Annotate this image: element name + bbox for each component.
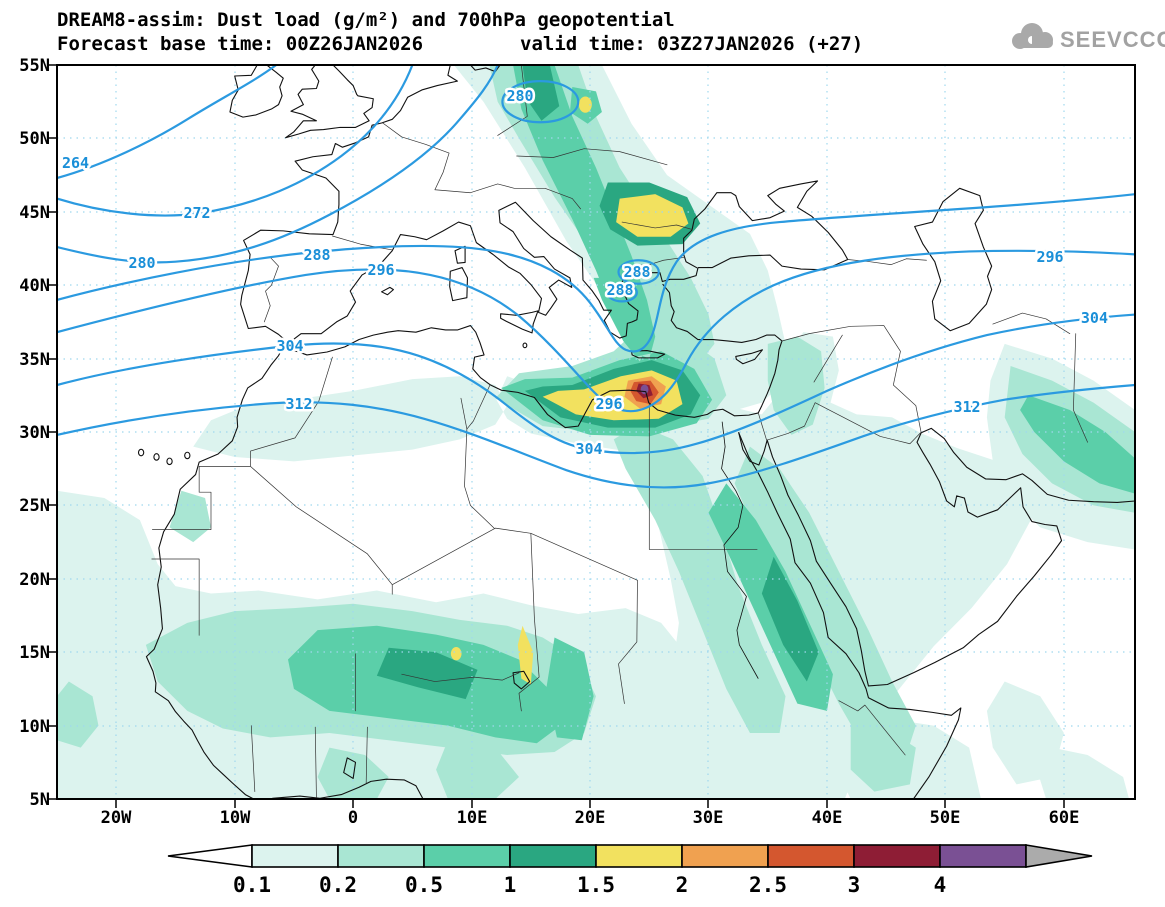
dust-fill-layers	[57, 65, 1135, 799]
lon-tick-label: 20W	[101, 808, 132, 828]
rivers	[722, 422, 759, 679]
colorbar-segment	[853, 844, 941, 868]
dust-fill-4	[640, 384, 649, 395]
lon-tick-label: 40E	[812, 808, 843, 828]
lat-tick-label: 40N	[19, 276, 50, 296]
lat-tick-label: 15N	[19, 643, 50, 663]
colorbar-label: 0.5	[405, 873, 443, 897]
lat-tick-label: 20N	[19, 570, 50, 590]
dust-fill-1p5	[450, 96, 689, 685]
colorbar-segment	[595, 844, 683, 868]
lon-tick-label: 30E	[693, 808, 724, 828]
colorbar-labels: 0.1 0.2 0.5 1 1.5 2 2.5 3 4	[233, 873, 946, 897]
chart-title: DREAM8-assim: Dust load (g/m²) and 700hP…	[57, 9, 675, 31]
colorbar-label: 1	[504, 873, 517, 897]
longitude-axis: 20W 10W 0 10E 20E 30E 40E 50E 60E	[101, 808, 1080, 828]
geopotential-label: 264	[62, 154, 89, 172]
map-canvas: 264 272 280 288 296 280 288 288 296 304 …	[57, 65, 1135, 799]
geopotential-label: 280	[128, 254, 155, 272]
dust-fill-1	[376, 65, 819, 700]
colorbar-label: 4	[934, 873, 947, 897]
geopotential-label: 304	[1081, 309, 1108, 327]
colorbar-label: 0.2	[319, 873, 357, 897]
lat-tick-label: 35N	[19, 350, 50, 370]
lat-tick-label: 50N	[19, 129, 50, 149]
lat-tick-label: 55N	[19, 56, 50, 76]
colorbar-under-arrow	[167, 844, 253, 868]
colorbar-segment	[337, 844, 425, 868]
colorbar-label: 2	[676, 873, 689, 897]
colorbar-segment	[509, 844, 597, 868]
geopotential-label: 272	[183, 204, 210, 222]
geopotential-label: 312	[285, 395, 312, 413]
logo-text: SEEVCCC	[1060, 27, 1165, 52]
colorbar-label: 0.1	[233, 873, 271, 897]
colorbar: 0.1 0.2 0.5 1 1.5 2 2.5 3 4	[167, 844, 1093, 897]
geopotential-contours	[57, 65, 1135, 487]
lat-tick-label: 10N	[19, 717, 50, 737]
colorbar-over-arrow	[1025, 844, 1093, 868]
lat-tick-label: 5N	[30, 790, 50, 810]
lat-tick-label: 45N	[19, 203, 50, 223]
geopotential-labels: 264 272 280 288 296 280 288 288 296 304 …	[60, 85, 1111, 461]
axis-ticks	[48, 64, 1065, 808]
geopotential-label: 296	[367, 261, 394, 279]
geopotential-label: 288	[623, 263, 650, 281]
geopotential-label: 288	[606, 281, 633, 299]
cloud-icon	[1012, 23, 1053, 49]
colorbar-segment	[939, 844, 1027, 868]
dust-fill-0p5	[287, 65, 1135, 744]
lon-tick-label: 60E	[1049, 808, 1080, 828]
seevccc-logo: SEEVCCC	[1012, 23, 1165, 52]
valid-time: valid time: 03Z27JAN2026 (+27)	[520, 33, 863, 55]
colorbar-label: 1.5	[577, 873, 615, 897]
geopotential-label: 280	[506, 87, 533, 105]
latitude-axis: 55N 50N 45N 40N 35N 30N 25N 20N 15N 10N …	[19, 56, 50, 810]
geopotential-label: 288	[303, 246, 330, 264]
lon-tick-label: 0	[348, 808, 358, 828]
colorbar-segment	[423, 844, 511, 868]
lon-tick-label: 10E	[457, 808, 488, 828]
geopotential-label: 312	[953, 398, 980, 416]
colorbar-label: 3	[848, 873, 861, 897]
lat-tick-label: 30N	[19, 423, 50, 443]
geopotential-label: 296	[1036, 248, 1063, 266]
colorbar-label: 2.5	[749, 873, 787, 897]
colorbar-segment	[681, 844, 769, 868]
geopotential-label: 296	[595, 395, 622, 413]
basemap	[57, 65, 1135, 799]
lat-tick-label: 25N	[19, 496, 50, 516]
country-borders	[152, 65, 1088, 798]
lon-tick-label: 20E	[575, 808, 606, 828]
forecast-base-time: Forecast base time: 00Z26JAN2026	[57, 33, 423, 55]
lon-tick-label: 50E	[930, 808, 961, 828]
coastlines	[139, 65, 1135, 799]
geopotential-label: 304	[276, 337, 303, 355]
colorbar-segment	[251, 844, 339, 868]
lon-tick-label: 10W	[220, 808, 251, 828]
colorbar-segment	[767, 844, 855, 868]
geopotential-label: 304	[575, 440, 602, 458]
